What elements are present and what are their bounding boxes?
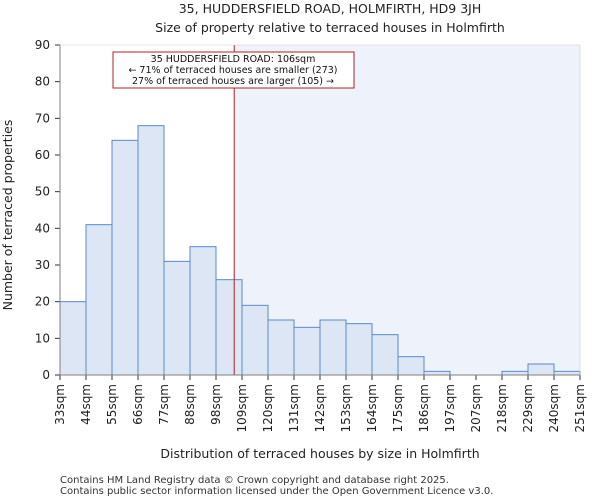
x-tick-label-186sqm: 186sqm	[417, 384, 431, 432]
bar-142sqm	[320, 320, 346, 375]
x-tick-label-218sqm: 218sqm	[495, 384, 509, 432]
x-tick-label-164sqm: 164sqm	[365, 384, 379, 432]
y-tick-label-0: 0	[42, 368, 50, 382]
bar-131sqm	[294, 327, 320, 375]
y-axis-label: Number of terraced properties	[0, 120, 15, 311]
x-tick-label-88sqm: 88sqm	[183, 384, 197, 425]
x-axis-ticks: 33sqm 44sqm 55sqm 66sqm 77sqm 88sqm 98sqm 109sq…	[53, 375, 587, 432]
y-tick-label-80: 80	[35, 75, 50, 89]
bar-175sqm	[398, 357, 424, 375]
x-tick-label-131sqm: 131sqm	[287, 384, 301, 432]
x-tick-label-197sqm: 197sqm	[443, 384, 457, 432]
y-tick-label-60: 60	[35, 148, 50, 162]
x-tick-label-142sqm: 142sqm	[313, 384, 327, 432]
y-tick-label-50: 50	[35, 185, 50, 199]
annotation-line-1: 35 HUDDERSFIELD ROAD: 106sqm	[151, 54, 316, 65]
chart-title: 35, HUDDERSFIELD ROAD, HOLMFIRTH, HD9 3J…	[179, 1, 482, 16]
y-tick-label-10: 10	[35, 331, 50, 345]
x-tick-label-120sqm: 120sqm	[261, 384, 275, 432]
x-tick-label-251sqm: 251sqm	[573, 384, 587, 432]
x-tick-label-77sqm: 77sqm	[157, 384, 171, 425]
x-tick-label-109sqm: 109sqm	[235, 384, 249, 432]
bar-186sqm	[424, 371, 450, 375]
x-tick-label-66sqm: 66sqm	[131, 384, 145, 425]
x-tick-label-98sqm: 98sqm	[209, 384, 223, 425]
bar-120sqm	[268, 320, 294, 375]
bar-chart: 35, HUDDERSFIELD ROAD, HOLMFIRTH, HD9 3J…	[0, 0, 600, 500]
footer-line-2: Contains public sector information licen…	[60, 486, 493, 497]
annotation-box: 35 HUDDERSFIELD ROAD: 106sqm ← 71% of te…	[113, 52, 354, 88]
bar-218sqm	[502, 371, 528, 375]
x-tick-label-153sqm: 153sqm	[339, 384, 353, 432]
x-axis-label: Distribution of terraced houses by size …	[160, 446, 479, 461]
bar-109sqm	[242, 305, 268, 375]
bar-55sqm	[112, 140, 138, 375]
bar-66sqm	[138, 126, 164, 375]
annotation-line-3: 27% of terraced houses are larger (105) …	[132, 76, 334, 87]
bar-229sqm	[528, 364, 554, 375]
annotation-line-2: ← 71% of terraced houses are smaller (27…	[128, 65, 337, 76]
y-axis-ticks: 0 10 20 30 40 50 60 70 80 90	[35, 38, 60, 382]
y-tick-label-90: 90	[35, 38, 50, 52]
y-tick-label-70: 70	[35, 111, 50, 125]
bar-98sqm	[216, 280, 242, 375]
bar-164sqm	[372, 335, 398, 375]
bar-240sqm	[554, 371, 580, 375]
x-tick-label-55sqm: 55sqm	[105, 384, 119, 425]
y-tick-label-30: 30	[35, 258, 50, 272]
x-tick-label-240sqm: 240sqm	[547, 384, 561, 432]
bar-153sqm	[346, 324, 372, 375]
x-tick-label-229sqm: 229sqm	[521, 384, 535, 432]
x-tick-label-33sqm: 33sqm	[53, 384, 67, 425]
chart-subtitle: Size of property relative to terraced ho…	[155, 20, 505, 35]
x-tick-label-207sqm: 207sqm	[469, 384, 483, 432]
bar-77sqm	[164, 261, 190, 375]
bar-44sqm	[86, 225, 112, 375]
bar-88sqm	[190, 247, 216, 375]
y-tick-label-40: 40	[35, 221, 50, 235]
bar-33sqm	[60, 302, 86, 375]
y-tick-label-20: 20	[35, 295, 50, 309]
x-tick-label-175sqm: 175sqm	[391, 384, 405, 432]
footer-line-1: Contains HM Land Registry data © Crown c…	[60, 475, 449, 486]
x-tick-label-44sqm: 44sqm	[79, 384, 93, 425]
